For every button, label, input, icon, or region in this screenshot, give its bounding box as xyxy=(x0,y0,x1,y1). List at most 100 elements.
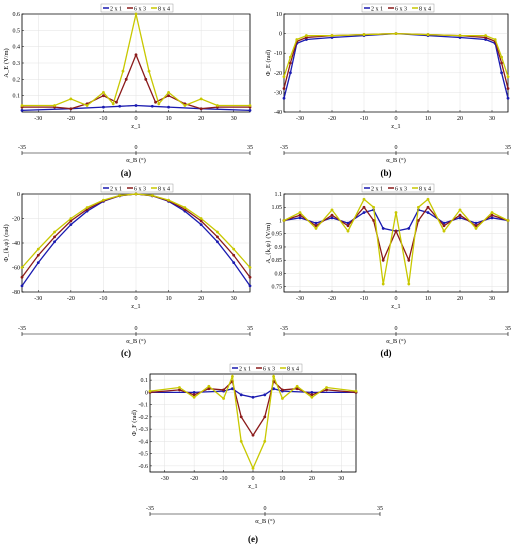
secondary-tick-label: 0 xyxy=(135,326,138,332)
data-point xyxy=(310,393,314,397)
data-point xyxy=(183,206,187,209)
x-tick-label: 0 xyxy=(252,476,255,482)
y-tick-label: 0.1 xyxy=(13,94,21,100)
data-point xyxy=(362,205,366,209)
legend-entry: 8 x 4 xyxy=(287,367,299,373)
x-tick-label: 10 xyxy=(166,296,172,302)
x-tick-label: -20 xyxy=(328,116,336,122)
data-point xyxy=(216,235,219,239)
data-point xyxy=(167,94,170,98)
legend-entry: 6 x 3 xyxy=(134,7,146,13)
x-tick-label: 0 xyxy=(135,296,138,302)
legend-entry: 8 x 4 xyxy=(158,7,170,13)
y-axis-label: Φ_F (rad) xyxy=(131,410,138,436)
data-point xyxy=(346,229,350,233)
legend-entry: 8 x 4 xyxy=(419,187,431,193)
data-point xyxy=(121,69,125,73)
x-tick-label: -10 xyxy=(99,296,107,302)
data-point xyxy=(231,375,234,378)
secondary-axis-label: α_B (°) xyxy=(386,338,406,345)
panel-b: -30 -20 -10 0 10 20 30 -40 -30 -20 -10 0 10 z_1 Φ_E (r… xyxy=(265,3,511,178)
x-tick-label: -20 xyxy=(67,116,75,122)
x-tick-label: 10 xyxy=(166,116,172,122)
y-tick-label: -0.2 xyxy=(139,415,149,421)
data-point xyxy=(330,208,334,212)
data-point xyxy=(263,439,267,443)
y-tick-label: 0.2 xyxy=(13,77,21,83)
data-point xyxy=(69,217,73,220)
data-point xyxy=(239,415,243,419)
x-axis-label: z_1 xyxy=(131,303,140,310)
x-tick-label: -10 xyxy=(360,296,368,302)
legend-entry: 2 x 1 xyxy=(110,187,122,193)
y-tick-label: -20 xyxy=(12,217,20,223)
data-point xyxy=(490,211,494,214)
y-tick-label: 1 xyxy=(279,218,282,224)
data-point xyxy=(298,216,302,220)
legend-entry: 6 x 3 xyxy=(134,187,146,193)
data-point xyxy=(289,55,292,59)
data-point xyxy=(199,97,203,101)
data-point xyxy=(458,36,462,39)
y-tick-label: -60 xyxy=(12,266,20,272)
data-point xyxy=(248,266,252,269)
data-point xyxy=(289,71,292,75)
data-point xyxy=(20,108,24,112)
plot-frame xyxy=(283,193,509,293)
data-point xyxy=(394,211,398,214)
x-tick-label: 10 xyxy=(279,476,285,482)
legend-entry: 2 x 1 xyxy=(371,187,383,193)
legend-box xyxy=(100,183,174,193)
y-tick-label: -40 xyxy=(12,241,20,247)
data-point xyxy=(263,393,267,397)
x-tick-label: 30 xyxy=(489,296,495,302)
data-point xyxy=(506,96,510,100)
x-axis-label: z_1 xyxy=(131,123,140,130)
y-tick-label: -20 xyxy=(274,71,282,77)
data-point xyxy=(346,224,350,228)
y-tick-label: 0.85 xyxy=(272,258,283,264)
data-point xyxy=(124,77,128,81)
data-point xyxy=(407,227,411,230)
y-tick-label: -80 xyxy=(12,290,20,296)
data-point xyxy=(36,253,40,257)
y-tick-label: 1.05 xyxy=(272,205,283,211)
secondary-axis-label: α_B (°) xyxy=(126,157,146,164)
data-point xyxy=(192,390,196,394)
secondary-tick-label: -35 xyxy=(18,326,26,332)
data-point xyxy=(222,397,225,400)
y-tick-label: 10 xyxy=(276,12,282,18)
data-point xyxy=(330,216,334,220)
data-point xyxy=(305,34,308,37)
data-point xyxy=(36,247,40,251)
data-point xyxy=(310,395,314,399)
data-point xyxy=(500,55,503,59)
y-tick-label: 0.1 xyxy=(141,378,149,384)
legend-box xyxy=(229,363,303,373)
data-point xyxy=(199,217,203,220)
x-tick-label: 20 xyxy=(309,476,315,482)
secondary-tick-label: -35 xyxy=(146,506,154,512)
data-point xyxy=(458,34,462,37)
data-point xyxy=(325,386,328,389)
data-point xyxy=(192,393,196,397)
data-point xyxy=(239,393,243,397)
data-point xyxy=(102,94,105,98)
data-point xyxy=(500,71,503,75)
data-point xyxy=(272,375,275,378)
data-point xyxy=(506,219,510,222)
data-point xyxy=(282,96,286,100)
data-point xyxy=(134,192,138,196)
data-point xyxy=(118,194,122,197)
y-axis-label: A_{k,ψ} (V/m) xyxy=(265,223,272,264)
data-point xyxy=(251,395,255,399)
secondary-tick-label: -35 xyxy=(280,145,288,151)
secondary-axis-label: α_B (°) xyxy=(126,338,146,345)
data-point xyxy=(53,235,56,239)
data-point xyxy=(417,205,420,209)
data-point xyxy=(192,395,196,399)
secondary-tick-label: 35 xyxy=(247,145,253,151)
data-point xyxy=(134,12,138,16)
data-point xyxy=(36,261,40,264)
